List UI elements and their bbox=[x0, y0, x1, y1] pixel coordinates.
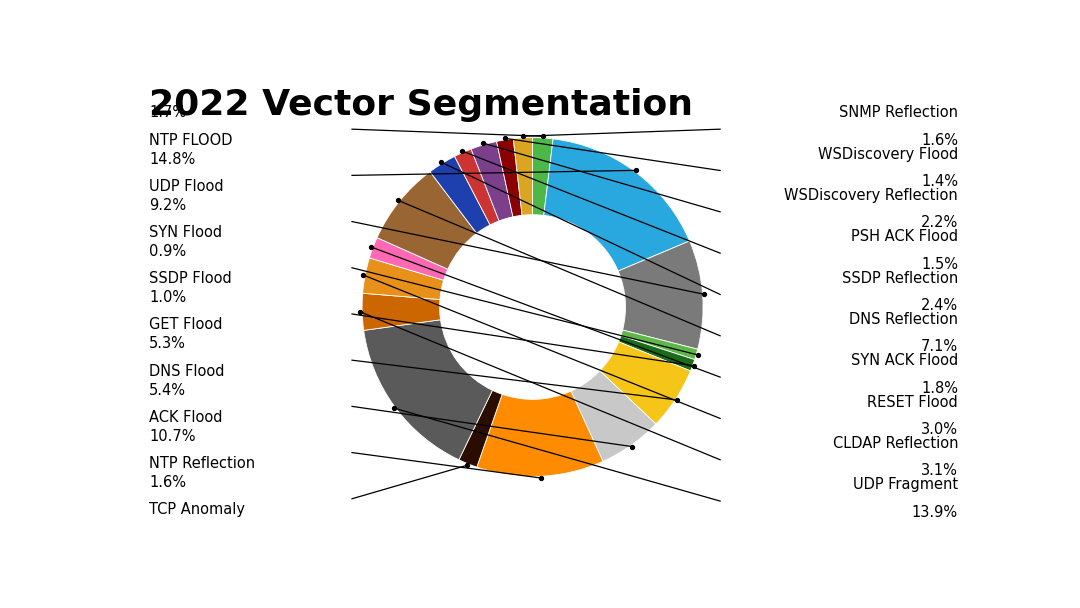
Text: 13.9%: 13.9% bbox=[912, 505, 958, 520]
Wedge shape bbox=[532, 137, 553, 215]
Wedge shape bbox=[369, 238, 448, 280]
Text: 10.7%: 10.7% bbox=[149, 429, 195, 444]
Text: 5.3%: 5.3% bbox=[149, 336, 186, 351]
Wedge shape bbox=[430, 156, 490, 233]
Wedge shape bbox=[455, 149, 499, 225]
Text: 3.1%: 3.1% bbox=[921, 463, 958, 478]
Text: 2.2%: 2.2% bbox=[921, 215, 958, 230]
Text: 1.0%: 1.0% bbox=[149, 290, 186, 305]
Text: GET Flood: GET Flood bbox=[149, 317, 222, 333]
Text: NTP FLOOD: NTP FLOOD bbox=[149, 133, 232, 148]
Text: 3.0%: 3.0% bbox=[921, 422, 958, 437]
Text: SSDP Flood: SSDP Flood bbox=[149, 271, 232, 286]
Wedge shape bbox=[459, 390, 502, 467]
Wedge shape bbox=[377, 171, 476, 269]
Text: 1.6%: 1.6% bbox=[149, 475, 186, 490]
Text: SSDP Reflection: SSDP Reflection bbox=[841, 271, 958, 286]
Wedge shape bbox=[599, 342, 690, 424]
Wedge shape bbox=[618, 241, 703, 349]
Wedge shape bbox=[619, 336, 694, 371]
Text: CLDAP Reflection: CLDAP Reflection bbox=[833, 436, 958, 451]
Wedge shape bbox=[513, 137, 532, 215]
Text: WSDiscovery Reflection: WSDiscovery Reflection bbox=[784, 188, 958, 203]
Text: 7.1%: 7.1% bbox=[921, 339, 958, 354]
Text: PSH ACK Flood: PSH ACK Flood bbox=[851, 229, 958, 244]
Text: SNMP Reflection: SNMP Reflection bbox=[839, 105, 958, 120]
Text: 1.6%: 1.6% bbox=[921, 133, 958, 148]
Text: SYN Flood: SYN Flood bbox=[149, 225, 222, 240]
Text: 2.4%: 2.4% bbox=[921, 298, 958, 313]
Text: TCP Anomaly: TCP Anomaly bbox=[149, 502, 245, 517]
Wedge shape bbox=[476, 391, 603, 477]
Text: NTP Reflection: NTP Reflection bbox=[149, 456, 255, 471]
Text: 1.8%: 1.8% bbox=[921, 381, 958, 396]
Wedge shape bbox=[362, 293, 441, 330]
Text: UDP Fragment: UDP Fragment bbox=[853, 477, 958, 492]
Wedge shape bbox=[543, 139, 689, 271]
Text: RESET Flood: RESET Flood bbox=[867, 395, 958, 410]
Text: DNS Flood: DNS Flood bbox=[149, 364, 225, 379]
Text: UDP Flood: UDP Flood bbox=[149, 179, 224, 194]
Text: 2022 Vector Segmentation: 2022 Vector Segmentation bbox=[149, 88, 693, 122]
Text: 5.4%: 5.4% bbox=[149, 382, 186, 398]
Text: 9.2%: 9.2% bbox=[149, 198, 186, 213]
Wedge shape bbox=[363, 258, 444, 300]
Wedge shape bbox=[621, 330, 698, 359]
Text: SYN ACK Flood: SYN ACK Flood bbox=[851, 353, 958, 368]
Text: 1.7%: 1.7% bbox=[149, 105, 186, 120]
Text: DNS Reflection: DNS Reflection bbox=[849, 312, 958, 327]
Wedge shape bbox=[497, 139, 522, 217]
Text: ACK Flood: ACK Flood bbox=[149, 410, 222, 425]
Wedge shape bbox=[364, 320, 492, 460]
Text: 1.5%: 1.5% bbox=[921, 257, 958, 272]
Wedge shape bbox=[571, 371, 656, 461]
Text: 1.4%: 1.4% bbox=[921, 174, 958, 189]
Wedge shape bbox=[471, 142, 513, 221]
Text: 14.8%: 14.8% bbox=[149, 151, 195, 167]
Text: WSDiscovery Flood: WSDiscovery Flood bbox=[818, 147, 958, 162]
Text: 0.9%: 0.9% bbox=[149, 244, 186, 259]
